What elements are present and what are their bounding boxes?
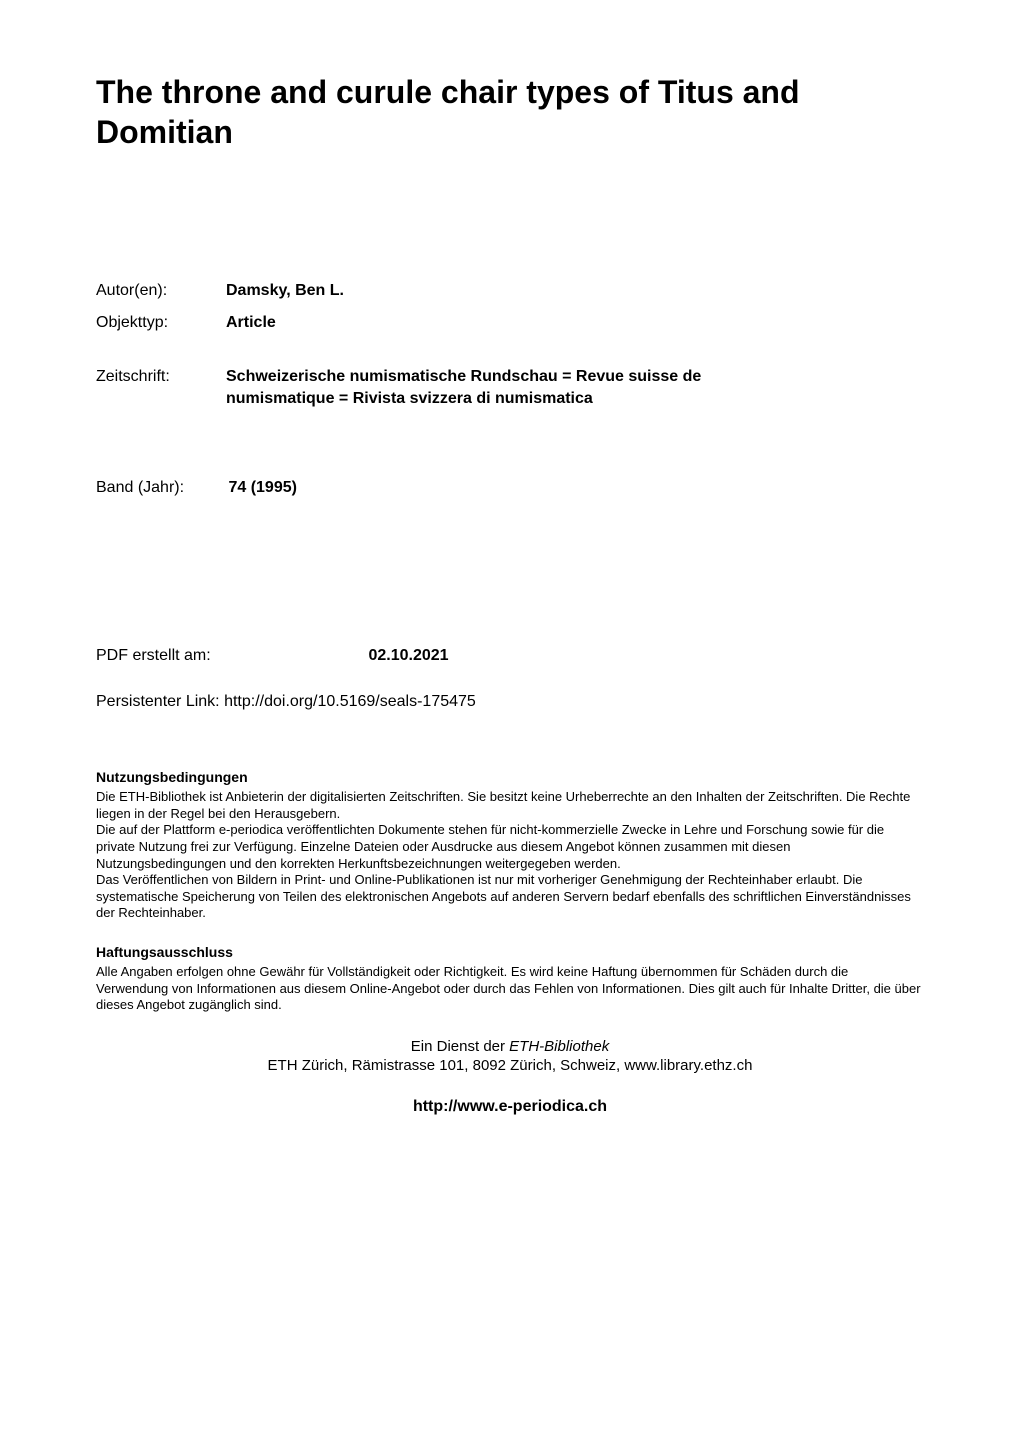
nutzung-p3: Das Veröffentlichen von Bildern in Print…	[96, 872, 924, 922]
band-value: 74 (1995)	[228, 479, 297, 496]
author-row: Autor(en): Damsky, Ben L.	[96, 282, 924, 300]
persistent-link-url[interactable]: http://doi.org/10.5169/seals-175475	[224, 693, 476, 710]
title-line-2: Domitian	[96, 112, 924, 152]
author-value: Damsky, Ben L.	[226, 282, 344, 300]
footer-block: Ein Dienst der ETH-Bibliothek ETH Zürich…	[96, 1038, 924, 1116]
footer-line-1: Ein Dienst der ETH-Bibliothek	[96, 1038, 924, 1055]
nutzung-p1: Die ETH-Bibliothek ist Anbieterin der di…	[96, 789, 924, 822]
journal-value: Schweizerische numismatische Rundschau =…	[226, 366, 766, 409]
objecttype-label: Objekttyp:	[96, 314, 226, 332]
pdf-row: PDF erstellt am: 02.10.2021	[96, 647, 924, 665]
haftung-heading: Haftungsausschluss	[96, 944, 924, 962]
band-label: Band (Jahr):	[96, 479, 224, 497]
journal-label: Zeitschrift:	[96, 366, 226, 409]
haftung-p1: Alle Angaben erfolgen ohne Gewähr für Vo…	[96, 964, 924, 1014]
persistent-link-row: Persistenter Link: http://doi.org/10.516…	[96, 693, 924, 711]
nutzung-block: Nutzungsbedingungen Die ETH-Bibliothek i…	[96, 769, 924, 922]
objecttype-value: Article	[226, 314, 276, 332]
pdf-label: PDF erstellt am:	[96, 647, 364, 665]
nutzung-p2: Die auf der Plattform e-periodica veröff…	[96, 822, 924, 872]
footer-line1-prefix: Ein Dienst der	[411, 1038, 509, 1055]
author-label: Autor(en):	[96, 282, 226, 300]
footer-url-link[interactable]: http://www.e-periodica.ch	[413, 1098, 607, 1115]
pdf-value: 02.10.2021	[368, 647, 448, 664]
meta-block: Autor(en): Damsky, Ben L. Objekttyp: Art…	[96, 282, 924, 332]
haftung-block: Haftungsausschluss Alle Angaben erfolgen…	[96, 944, 924, 1014]
nutzung-heading: Nutzungsbedingungen	[96, 769, 924, 787]
footer-url: http://www.e-periodica.ch	[96, 1098, 924, 1116]
title-block: The throne and curule chair types of Tit…	[96, 72, 924, 152]
footer-line1-italic: ETH-Bibliothek	[509, 1038, 609, 1055]
title-line-1: The throne and curule chair types of Tit…	[96, 72, 924, 112]
footer-line-2: ETH Zürich, Rämistrasse 101, 8092 Zürich…	[96, 1057, 924, 1074]
document-page: The throne and curule chair types of Tit…	[0, 0, 1020, 1443]
band-row: Band (Jahr): 74 (1995)	[96, 479, 924, 497]
persistent-link-label: Persistenter Link:	[96, 693, 224, 710]
objecttype-row: Objekttyp: Article	[96, 314, 924, 332]
journal-row: Zeitschrift: Schweizerische numismatisch…	[96, 366, 924, 409]
